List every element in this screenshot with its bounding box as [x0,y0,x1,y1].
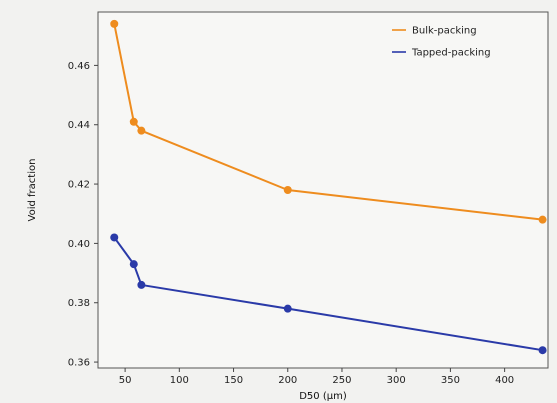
x-tick-label: 100 [170,375,189,386]
x-tick-label: 150 [224,375,243,386]
y-tick-label: 0.36 [68,358,90,369]
data-point [110,233,118,241]
legend-label: Bulk-packing [412,26,477,37]
data-point [130,260,138,268]
legend-label: Tapped-packing [411,48,491,59]
x-tick-label: 250 [332,375,351,386]
data-point [137,281,145,289]
y-tick-label: 0.38 [68,298,90,309]
data-point [539,216,547,224]
y-tick-label: 0.40 [68,239,90,250]
y-axis-title: Void fraction [27,159,38,222]
data-point [284,186,292,194]
data-point [130,118,138,126]
x-axis-title: D50 (μm) [299,391,347,402]
x-tick-label: 300 [387,375,406,386]
y-tick-label: 0.46 [68,61,90,72]
x-tick-label: 400 [495,375,514,386]
data-point [284,305,292,313]
y-tick-label: 0.44 [68,120,90,131]
y-axis: 0.36 0.38 0.40 0.42 0.44 0.46 [68,61,98,369]
data-point [110,20,118,28]
data-point [137,127,145,135]
data-point [539,346,547,354]
y-tick-label: 0.42 [68,180,90,191]
x-tick-label: 350 [441,375,460,386]
x-tick-label: 50 [119,375,132,386]
x-axis: 50 100 150 200 250 300 350 400 [119,368,514,386]
x-tick-label: 200 [278,375,297,386]
